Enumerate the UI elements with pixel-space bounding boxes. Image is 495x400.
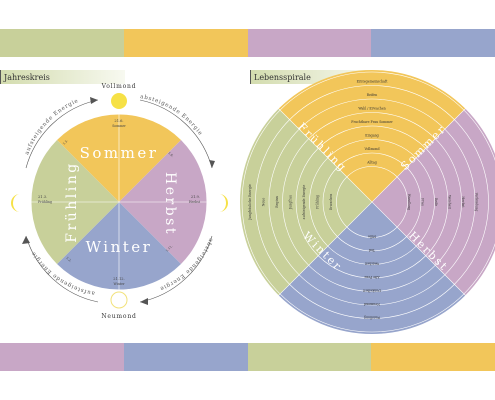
spiral-label-winter: Tod (369, 248, 375, 252)
spiral-ring (282, 112, 462, 292)
spiral-label-summer: Vollmond (363, 147, 379, 151)
spiral-sector-winter (278, 202, 466, 335)
jahreskreis: absteigende Energie absteigende Energie … (11, 83, 228, 320)
lebensspirale-title-text: Lebensspirale (254, 72, 311, 82)
date-winter-sub: Winter (114, 282, 125, 286)
date-spring-sub: Frühling (38, 200, 52, 204)
spiral-sector-autumn (372, 108, 495, 296)
spiral-sector-summer (278, 69, 466, 203)
new-moon-icon (110, 291, 128, 309)
spiral-ring (336, 166, 408, 238)
jahreskreis-title: Jahreskreis (0, 70, 234, 84)
spiral-ring (268, 98, 476, 306)
spiral-label-autumn: Weisheit (448, 195, 452, 210)
spiral-label-autumn: Wandlung (407, 194, 411, 210)
date-summer-sub: Sommer (112, 124, 126, 128)
spiral-label-summer: Erntegemeinschaft (357, 80, 389, 84)
full-moon-icon (111, 93, 127, 109)
spiral-label-summer: Fruchtbare Frau Sommer (351, 120, 393, 124)
date-spring: 21.3. (38, 195, 47, 199)
spiral-label-spring: aufsteigende Energie (302, 185, 306, 220)
spiral-ring (295, 125, 449, 279)
spiral-label-spring: Jungfräuliche Energie (248, 184, 252, 221)
spiral-label-winter: Wandlung (364, 316, 380, 320)
spiral-label-autumn: Frau (421, 198, 425, 206)
spiral-ring (255, 85, 489, 319)
arrow-icon (90, 97, 98, 104)
arrow-icon (209, 160, 215, 168)
color-band-bottom (0, 343, 495, 371)
band-segment (371, 29, 495, 57)
spiral-label-winter: Dunkelheit (362, 289, 380, 293)
lebensspirale: Erntegemeinschaft Reifen Wahl / Erwachen Fr… (239, 69, 495, 335)
spiral-label-spring: Erwachen (329, 194, 333, 210)
season-spring-label: Frühling (64, 161, 80, 242)
crescent-moon-icon (219, 194, 228, 212)
spiral-sector-spring (239, 108, 372, 296)
season-autumn-label: Herbst (162, 172, 178, 236)
arrow-icon (140, 298, 148, 305)
arc-line (25, 235, 99, 303)
band-segment (123, 343, 248, 371)
color-band-top (0, 29, 495, 57)
spiral-label-autumn: Reife (434, 198, 438, 206)
spiral-label-summer: Wahl / Erwachen (358, 107, 385, 111)
spiral-label-spring: Jungfrau (289, 195, 293, 210)
date-autumn: 21.9. (191, 195, 200, 199)
spiral-label-winter: Alte Frau (364, 275, 380, 279)
date-small: 1.11. (165, 244, 174, 253)
date-autumn-sub: Herbst (189, 200, 201, 204)
spiral-ring (309, 139, 435, 265)
spiral-ring (241, 71, 495, 333)
band-segment (0, 343, 124, 371)
arrow-icon (22, 236, 30, 244)
date-small: 1.5. (62, 139, 69, 146)
spiral-label-winter: Neumond (364, 302, 380, 306)
spiral-label-summer: Reifen (367, 93, 377, 97)
date-small: 1.2. (65, 256, 72, 263)
jahreskreis-title-text: Jahreskreis (4, 72, 50, 82)
arc-line (25, 99, 99, 169)
date-small: 1.8. (167, 151, 174, 158)
band-segment (0, 29, 124, 57)
spiral-ring (322, 152, 422, 252)
spiral-label-autumn: Herbst (461, 196, 465, 208)
band-segment (247, 29, 372, 57)
new-moon-label: Neumond (101, 313, 136, 320)
season-winter-label: Winter (86, 238, 153, 256)
spiral-label-summer: Eingang (365, 134, 378, 138)
crescent-moon-icon (11, 194, 20, 212)
spiral-label-spring: Beginn (275, 196, 279, 207)
band-segment (123, 29, 248, 57)
arc-line (139, 99, 213, 169)
arc-line (139, 235, 213, 303)
spiral-label-autumn: Verbindung (475, 192, 479, 212)
spiral-label-winter: Weisheit (364, 262, 379, 266)
band-segment (247, 343, 372, 371)
band-segment (371, 343, 495, 371)
season-summer-label: Sommer (80, 144, 159, 162)
spiral-label-spring: Frühling (316, 195, 320, 209)
date-winter: 21.12. (113, 277, 124, 281)
spiral-label-winter: Stille (368, 235, 377, 239)
date-summer: 21.6. (114, 119, 123, 123)
full-moon-label: Vollmond (101, 83, 137, 90)
spiral-label-summer: Alltag (366, 161, 377, 165)
spiral-divider (278, 108, 466, 296)
spiral-label-spring: Neue (262, 198, 266, 207)
